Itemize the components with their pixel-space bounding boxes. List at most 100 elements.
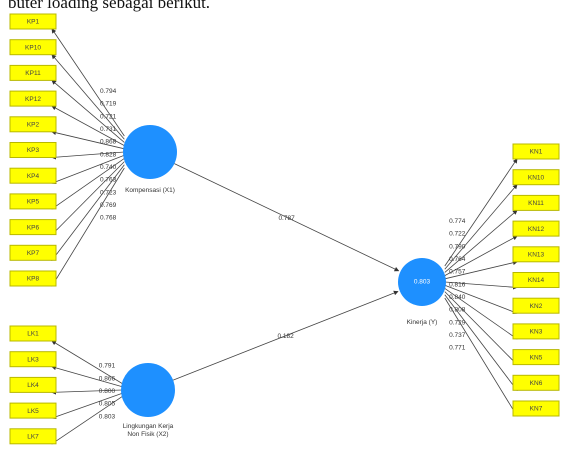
indicator-box-kn10 xyxy=(512,169,560,186)
indicator-box-kn2 xyxy=(512,297,560,314)
loading-label-kn7: 0.771 xyxy=(449,345,466,352)
indicator-box-kn1 xyxy=(512,143,560,160)
loading-label-kp4: 0.740 xyxy=(100,164,117,171)
indicator-label-kn3: KN3 xyxy=(530,329,543,336)
indicator-label-kp4: KP4 xyxy=(27,173,40,180)
loading-label-kp2: 0.868 xyxy=(100,139,117,146)
indicator-label-lk4: LK4 xyxy=(27,382,39,389)
indicator-box-kn11 xyxy=(512,194,560,211)
loading-arrow-kp7 xyxy=(51,164,125,261)
loading-label-kp5: 0.763 xyxy=(100,177,117,184)
indicator-label-lk5: LK5 xyxy=(27,408,39,415)
construct-circle-x1 xyxy=(123,125,177,179)
loading-arrow-kn2 xyxy=(444,284,518,314)
loading-arrow-kn3 xyxy=(444,288,518,340)
loading-arrow-kp4 xyxy=(51,154,125,184)
indicator-box-kp12 xyxy=(9,90,57,107)
loading-arrow-lk5 xyxy=(51,392,123,420)
loading-label-kn13: 0.757 xyxy=(449,269,466,276)
indicator-box-kn3 xyxy=(512,323,560,340)
loading-label-kp12: 0.731 xyxy=(100,126,117,133)
indicator-label-lk7: LK7 xyxy=(27,434,39,441)
construct-label-x1: Kompensasi (X1) xyxy=(125,187,175,194)
indicator-box-kn6 xyxy=(512,374,560,391)
construct-label-y: Kinerja (Y) xyxy=(407,319,438,326)
loading-arrow-kn6 xyxy=(444,294,518,391)
indicator-label-kp3: KP3 xyxy=(27,147,40,154)
indicator-box-kp10 xyxy=(9,39,57,56)
path-arrow-x2-y xyxy=(172,290,399,381)
indicator-box-kn14 xyxy=(512,272,560,288)
loading-label-kn10: 0.722 xyxy=(449,231,466,238)
loading-arrow-kn5 xyxy=(444,291,518,366)
loading-arrow-kn11 xyxy=(444,209,518,273)
indicator-label-kp5: KP5 xyxy=(27,199,40,206)
loading-label-kn5: 0.729 xyxy=(449,319,466,326)
path-coefficient-x1: 0.787 xyxy=(278,215,295,222)
indicator-label-kn12: KN12 xyxy=(528,226,545,233)
path-arrow-x1-y xyxy=(174,163,400,272)
loading-arrow-lk7 xyxy=(51,396,123,445)
indicator-label-lk3: LK3 xyxy=(27,356,39,363)
indicator-box-lk5 xyxy=(9,402,57,419)
loading-label-lk1: 0.791 xyxy=(99,363,116,370)
indicator-box-kp3 xyxy=(9,142,57,158)
loading-arrow-kn7 xyxy=(444,297,518,417)
indicator-box-kn13 xyxy=(512,246,560,263)
indicator-box-kp5 xyxy=(9,193,57,210)
loading-arrow-kp1 xyxy=(51,28,125,137)
indicator-label-kn2: KN2 xyxy=(530,303,543,310)
indicator-label-lk1: LK1 xyxy=(27,331,39,338)
indicator-box-kp7 xyxy=(9,244,57,261)
loading-label-kp3: 0.828 xyxy=(100,151,117,158)
indicator-box-kp11 xyxy=(9,64,57,81)
loading-label-kp1: 0.794 xyxy=(100,88,117,95)
indicator-box-kn5 xyxy=(512,349,560,366)
loading-arrow-kp8 xyxy=(51,167,125,287)
loading-label-kn6: 0.737 xyxy=(449,332,466,339)
indicator-label-kn14: KN14 xyxy=(528,277,545,284)
loading-arrow-kp10 xyxy=(51,54,125,140)
loading-arrow-kp5 xyxy=(51,158,125,210)
loading-arrow-kn1 xyxy=(444,158,518,267)
indicator-box-lk3 xyxy=(9,351,57,368)
loading-label-kp11: 0.721 xyxy=(100,113,117,120)
loading-label-kp8: 0.768 xyxy=(100,215,117,222)
indicator-label-kp8: KP8 xyxy=(27,276,40,283)
loading-arrow-kn13 xyxy=(444,260,518,280)
loading-label-lk5: 0.805 xyxy=(99,401,116,408)
loading-label-kn1: 0.774 xyxy=(449,218,466,225)
indicator-label-kn6: KN6 xyxy=(530,380,543,387)
loading-label-kn12: 0.764 xyxy=(449,256,466,263)
construct-circle-y xyxy=(398,258,446,306)
construct-label-x2-2: Non Fisik (X2) xyxy=(127,431,168,438)
loading-label-lk4: 0.800 xyxy=(99,388,116,395)
indicator-label-kp7: KP7 xyxy=(27,250,40,257)
loading-label-kp6: 0.723 xyxy=(100,189,117,196)
loading-arrow-kp6 xyxy=(51,161,125,236)
indicator-box-lk4 xyxy=(9,376,57,393)
construct-r2-y: 0.803 xyxy=(414,279,431,286)
indicator-label-kn1: KN1 xyxy=(530,149,543,156)
indicator-label-kn10: KN10 xyxy=(528,174,545,181)
indicator-label-kn5: KN5 xyxy=(530,354,543,361)
loading-arrow-kn10 xyxy=(444,184,518,270)
loading-arrow-kp2 xyxy=(51,130,125,150)
loading-label-kn14: 0.816 xyxy=(449,281,466,288)
indicator-label-kp1: KP1 xyxy=(27,19,40,26)
indicator-label-kp2: KP2 xyxy=(27,122,40,129)
loading-arrow-kp12 xyxy=(51,105,125,146)
indicator-box-kn7 xyxy=(512,400,560,417)
loading-arrow-kn14 xyxy=(444,281,518,290)
indicator-box-lk7 xyxy=(9,428,57,445)
loading-arrow-kp3 xyxy=(51,151,125,160)
construct-label-x2-1: Lingkungan Kerja xyxy=(123,423,174,430)
indicator-box-kp4 xyxy=(9,167,57,184)
loading-arrow-kp11 xyxy=(51,79,125,143)
loading-arrow-lk4 xyxy=(51,389,123,395)
indicator-label-kp12: KP12 xyxy=(25,96,41,103)
loading-label-lk3: 0.866 xyxy=(99,375,116,382)
indicator-label-kn7: KN7 xyxy=(530,406,543,413)
indicator-label-kp6: KP6 xyxy=(27,224,40,231)
